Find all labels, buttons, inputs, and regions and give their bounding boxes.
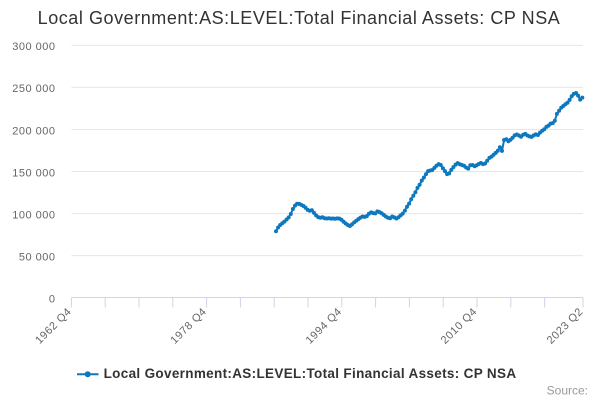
svg-text:150 000: 150 000 xyxy=(12,167,55,179)
svg-text:Local Government:AS:LEVEL:Tota: Local Government:AS:LEVEL:Total Financia… xyxy=(104,366,517,381)
svg-text:0: 0 xyxy=(49,294,56,306)
svg-text:300 000: 300 000 xyxy=(12,41,55,53)
svg-text:100 000: 100 000 xyxy=(12,209,55,221)
svg-text:Source:: Source: xyxy=(547,384,588,398)
svg-text:250 000: 250 000 xyxy=(12,83,55,95)
svg-text:200 000: 200 000 xyxy=(12,125,55,137)
svg-text:Local Government:AS:LEVEL:Tota: Local Government:AS:LEVEL:Total Financia… xyxy=(38,8,561,28)
svg-text:50 000: 50 000 xyxy=(19,251,56,263)
